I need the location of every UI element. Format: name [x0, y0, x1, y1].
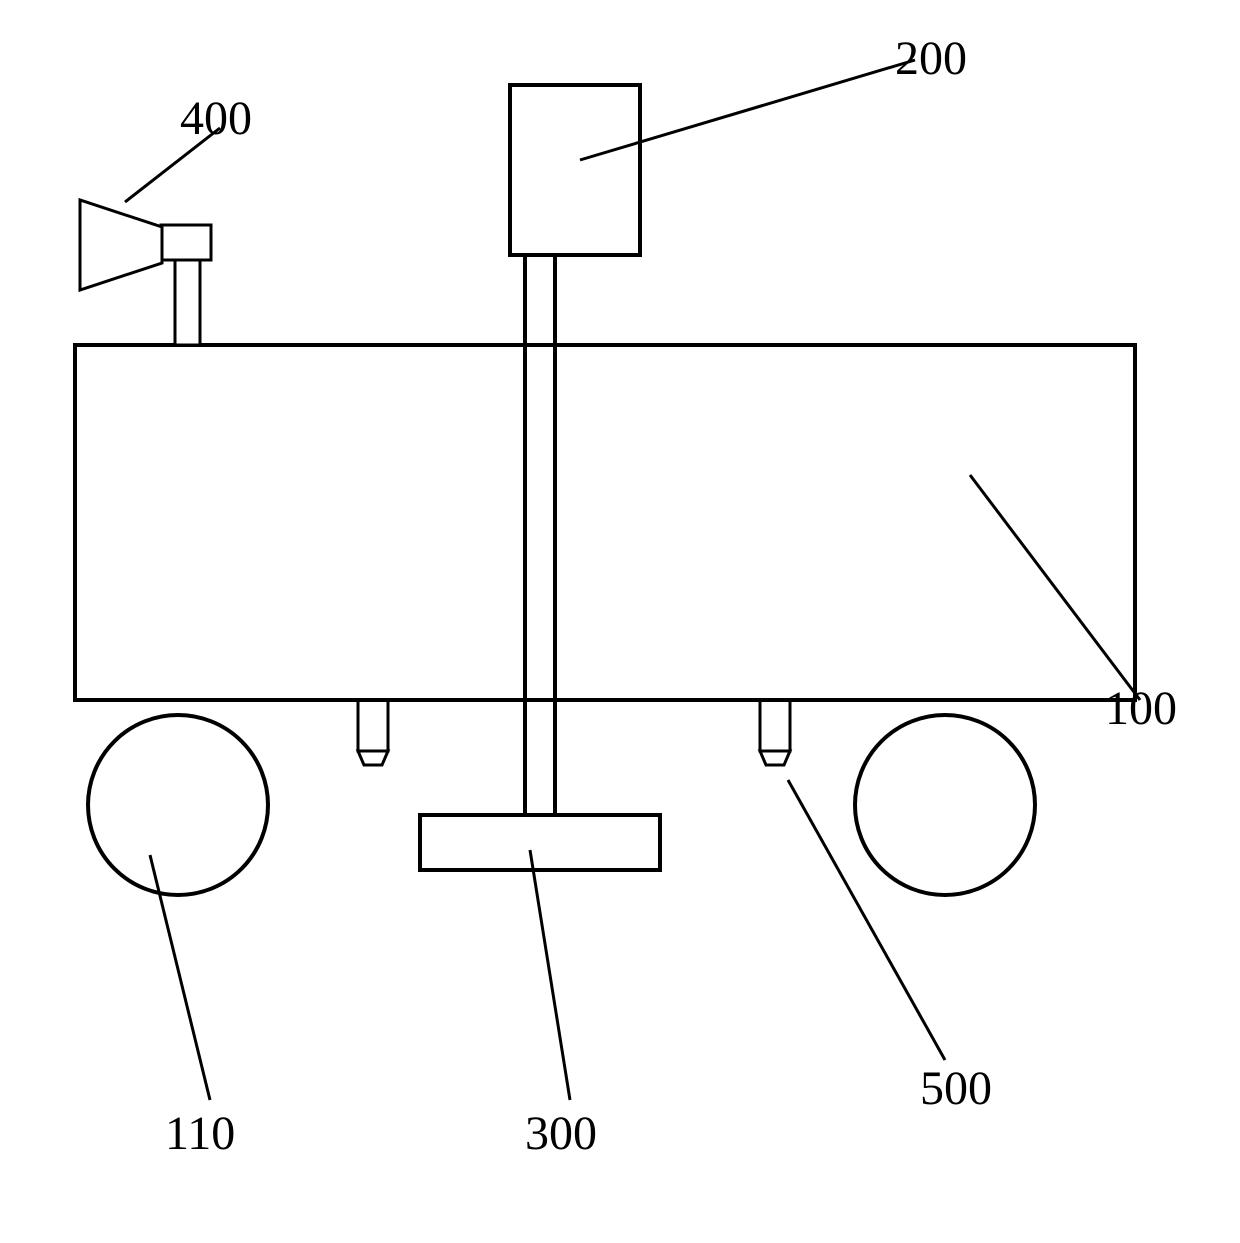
- label-100: 100: [1105, 685, 1177, 733]
- label-110: 110: [165, 1110, 235, 1158]
- label-400: 400: [180, 95, 252, 143]
- label-300: 300: [525, 1110, 597, 1158]
- label-500: 500: [920, 1065, 992, 1113]
- schematic-diagram: [0, 0, 1240, 1243]
- label-200: 200: [895, 35, 967, 83]
